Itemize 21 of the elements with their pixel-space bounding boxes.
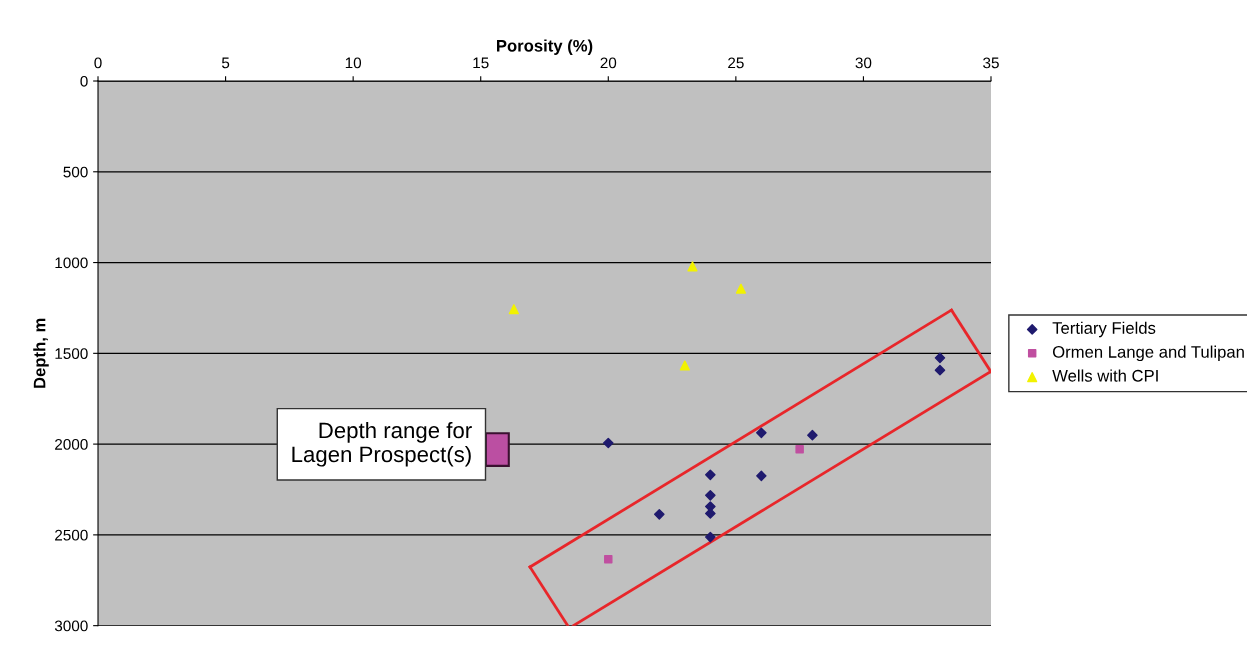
y-tick-label: 2000 [55, 438, 88, 450]
x-tick-label: 30 [855, 57, 872, 69]
x-tick-label: 15 [473, 57, 489, 69]
annotation: Depth range for Lagen Prospect(s) [292, 421, 472, 467]
x-axis-title: Porosity (%) [497, 39, 593, 55]
x-tick-label: 5 [221, 57, 230, 69]
y-tick-label: 1500 [55, 348, 88, 360]
y-tick-label: 3000 [54, 620, 88, 632]
y-tick-label: 500 [63, 166, 88, 178]
y-axis-title: Depth, m [33, 318, 49, 388]
y-tick-label: 2500 [55, 529, 88, 541]
legend-label: Wells with CPI [1052, 369, 1158, 382]
x-tick-label: 10 [345, 57, 362, 69]
x-tick-label: 25 [728, 57, 744, 69]
legend-label: Ormen Lange and Tulipan [1052, 345, 1244, 362]
y-tick-label: 1000 [55, 257, 88, 269]
legend-label: Tertiary Fields [1052, 321, 1156, 338]
x-tick-label: 20 [600, 57, 617, 69]
y-tick-label: 0 [80, 75, 88, 87]
x-tick-label: 35 [983, 57, 999, 69]
x-tick-label: 0 [94, 57, 102, 69]
